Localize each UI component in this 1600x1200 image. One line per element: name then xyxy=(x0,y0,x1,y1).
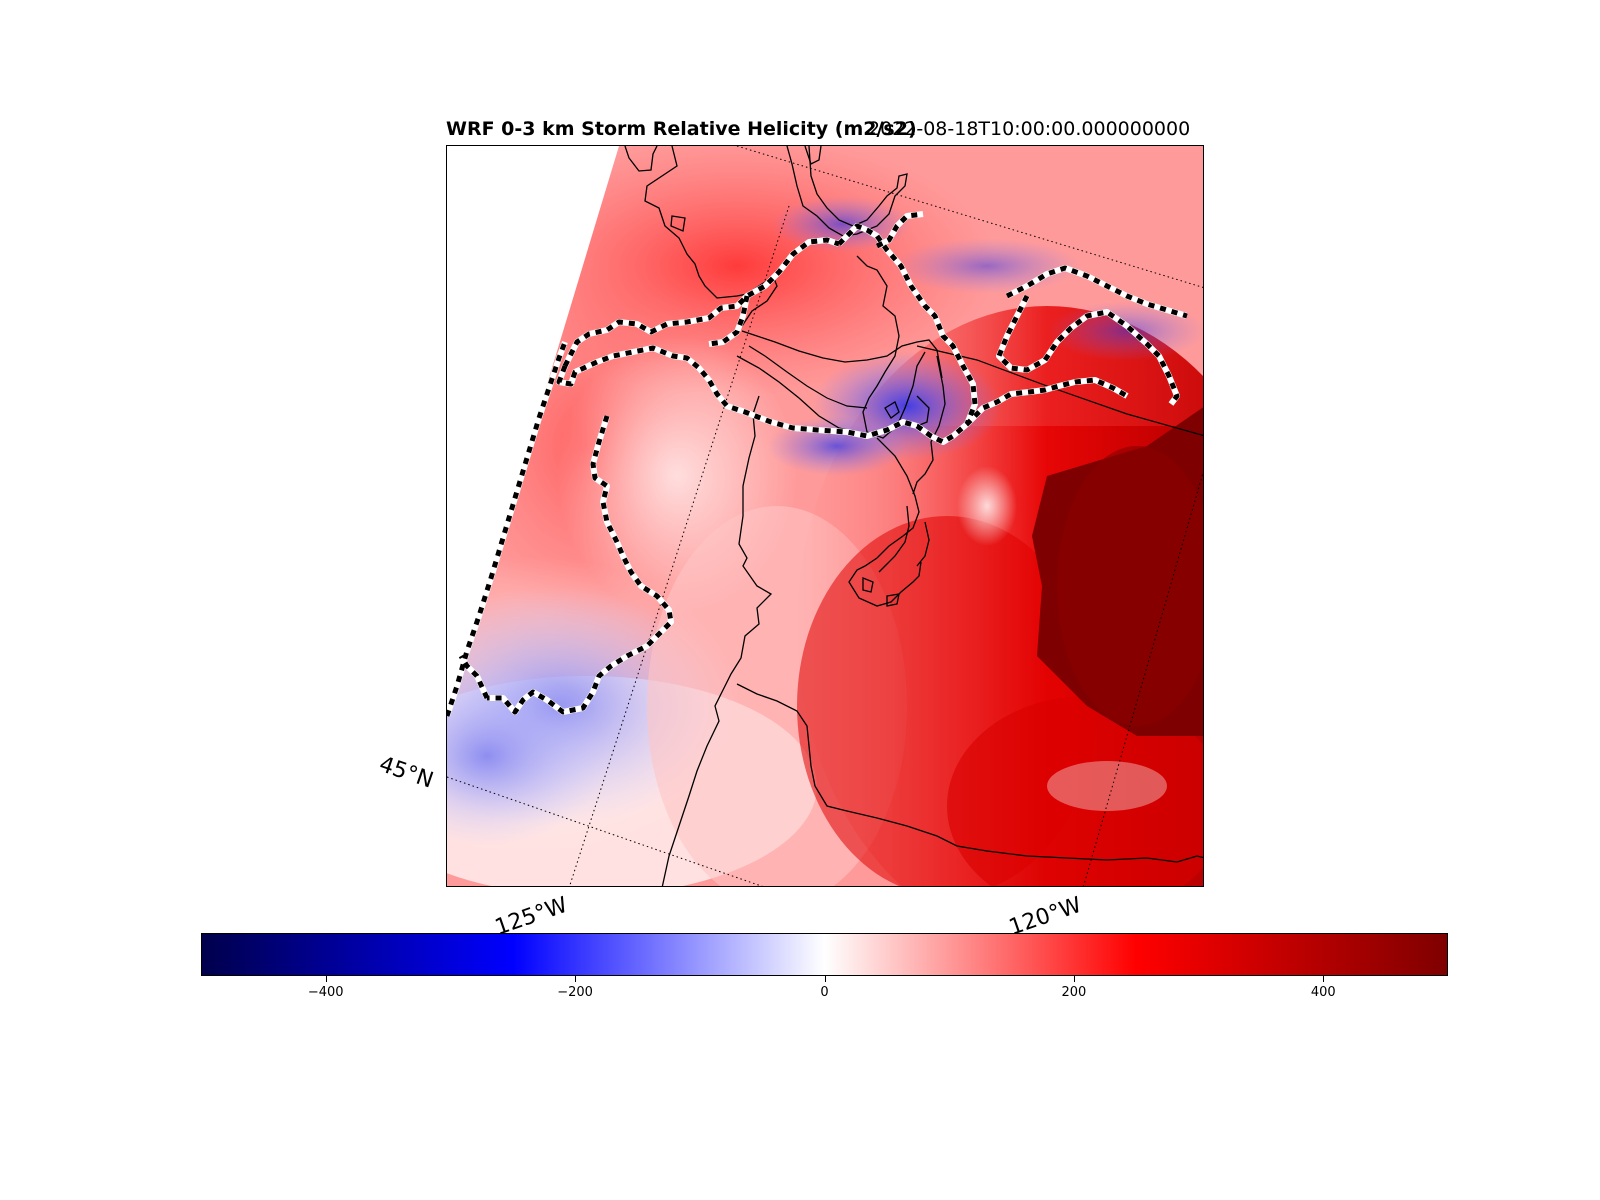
colorbar-tick-label: 400 xyxy=(1310,985,1336,1000)
colorbar-tick-label: −200 xyxy=(557,985,593,1000)
map-panel xyxy=(446,145,1204,887)
lat-label-45n: 45°N xyxy=(375,752,437,794)
colorbar-tick xyxy=(575,976,577,982)
dashed-contour xyxy=(447,211,1188,717)
colorbar-tick-label: −400 xyxy=(307,985,344,1000)
colorbar-tick xyxy=(1323,976,1325,982)
gridlines xyxy=(447,146,1203,886)
colorbar-tick xyxy=(824,976,826,982)
helicity-field xyxy=(447,146,1203,886)
colorbar-tick-label: 0 xyxy=(820,985,829,1000)
colorbar-tick xyxy=(325,976,327,982)
colorbar xyxy=(201,933,1448,976)
plot-title: WRF 0-3 km Storm Relative Helicity (m2/s… xyxy=(446,118,917,140)
map-svg xyxy=(447,146,1203,886)
plot-timestamp: 2022-08-18T10:00:00.000000000 xyxy=(868,118,1191,140)
colorbar-tick-label: 200 xyxy=(1061,985,1087,1000)
coastlines xyxy=(624,146,1203,886)
colorbar-tick xyxy=(1073,976,1075,982)
